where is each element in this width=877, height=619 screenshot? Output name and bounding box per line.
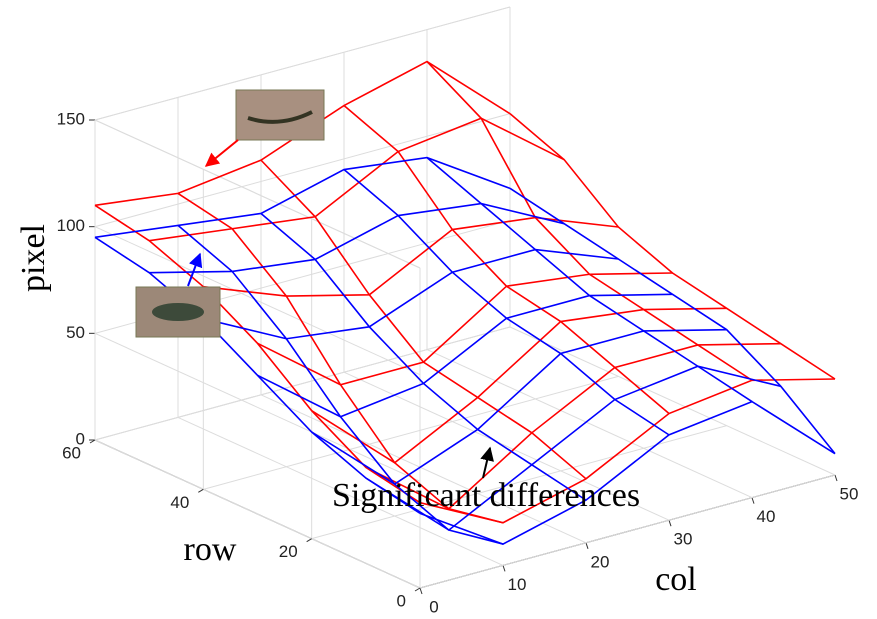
arrow bbox=[187, 252, 203, 287]
annotation: Significant differences bbox=[332, 477, 640, 514]
tick-mark bbox=[834, 474, 838, 482]
grid-line bbox=[94, 113, 511, 228]
mesh-col-line bbox=[509, 113, 836, 380]
tick-mark bbox=[585, 542, 589, 549]
mesh-row-line bbox=[311, 307, 727, 464]
mesh-row-line bbox=[203, 248, 619, 340]
decorations bbox=[135, 89, 494, 479]
grid-line bbox=[94, 226, 421, 376]
grid-line bbox=[94, 119, 421, 269]
tick-mark bbox=[89, 439, 96, 444]
mesh-row-line bbox=[419, 400, 836, 545]
mesh-row-line bbox=[257, 272, 673, 386]
mesh-row-line bbox=[257, 293, 673, 418]
grid-line bbox=[419, 474, 836, 589]
mesh-col-line bbox=[177, 192, 504, 524]
tick-mark bbox=[414, 587, 421, 592]
mesh-row-line bbox=[203, 216, 619, 297]
grid-line bbox=[260, 394, 587, 544]
arrow bbox=[204, 139, 239, 167]
mesh-row-line bbox=[94, 156, 511, 239]
mesh-row-line bbox=[365, 342, 781, 510]
open-eye-iris bbox=[152, 303, 204, 321]
tick-mark bbox=[306, 538, 312, 543]
y-tick-label: 0 bbox=[397, 591, 406, 610]
mesh-row-line bbox=[149, 117, 565, 242]
mesh-col-line bbox=[260, 159, 587, 480]
z-tick-label: 50 bbox=[66, 323, 85, 342]
x-tick-label: 10 bbox=[508, 575, 527, 594]
tick-mark bbox=[751, 497, 755, 504]
arrow bbox=[480, 446, 494, 479]
grid-line bbox=[177, 416, 504, 566]
x-tick-label: 0 bbox=[429, 597, 438, 616]
mesh-col-line bbox=[343, 168, 670, 436]
x-axis-label: col bbox=[655, 561, 697, 598]
y-tick-label: 60 bbox=[62, 443, 81, 462]
x-tick-label: 50 bbox=[840, 484, 859, 503]
y-tick-label: 20 bbox=[279, 542, 298, 561]
mesh-row-line bbox=[365, 365, 782, 532]
grid-line bbox=[509, 326, 836, 476]
mesh-row-line bbox=[311, 328, 727, 486]
x-tick-label: 30 bbox=[674, 530, 693, 549]
mesh-col-line bbox=[94, 236, 421, 515]
mesh-col-line bbox=[260, 212, 587, 501]
tick-mark bbox=[419, 587, 423, 595]
mesh-col-line bbox=[426, 156, 753, 403]
y-tick-label: 40 bbox=[170, 493, 189, 512]
tick-mark bbox=[502, 565, 506, 572]
grid-line bbox=[94, 439, 421, 589]
grid-line bbox=[94, 6, 511, 121]
mesh-col-line bbox=[509, 187, 836, 455]
grid-line bbox=[426, 349, 753, 499]
grid-line bbox=[203, 375, 619, 490]
grid-line bbox=[343, 371, 670, 521]
mesh-col-line bbox=[177, 224, 504, 545]
mesh-row-line bbox=[149, 202, 565, 274]
z-axis-label: pixel bbox=[15, 224, 52, 292]
tick-mark bbox=[198, 488, 204, 493]
z-tick-label: 0 bbox=[76, 429, 85, 448]
y-axis-label: row bbox=[184, 531, 237, 568]
closed-eye-image bbox=[235, 89, 325, 141]
mesh-col-line bbox=[426, 61, 753, 381]
x-tick-label: 20 bbox=[591, 552, 610, 571]
z-tick-label: 100 bbox=[57, 216, 85, 235]
mesh-col-line bbox=[94, 204, 421, 504]
closed-eye-lid bbox=[247, 110, 313, 124]
z-tick-label: 150 bbox=[57, 109, 85, 128]
mesh-col-line bbox=[343, 104, 670, 415]
x-tick-label: 40 bbox=[757, 507, 776, 526]
grid-line bbox=[94, 332, 421, 482]
tick-mark bbox=[668, 520, 672, 527]
